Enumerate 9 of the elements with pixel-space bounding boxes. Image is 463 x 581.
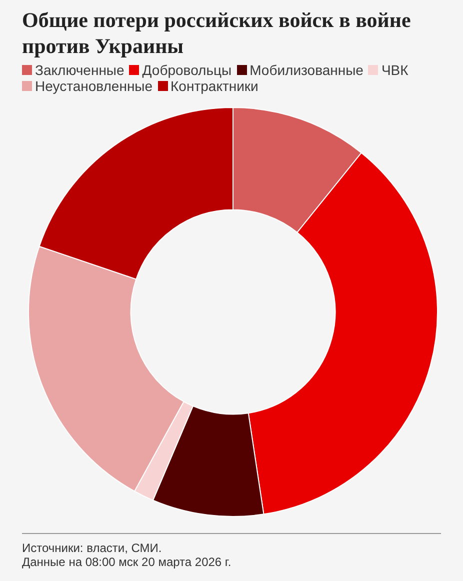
legend-label: Мобилизованные: [250, 62, 364, 78]
chart-title: Общие потери российских войск в войне против Украины: [22, 7, 412, 59]
legend-label: ЧВК: [381, 62, 408, 78]
text: Данные на 08:00 мск 20 марта 2026 г.: [22, 555, 232, 569]
legend-label: Неустановленные: [35, 78, 153, 94]
legend-label: Добровольцы: [142, 62, 232, 78]
legend-label: Контрактники: [170, 78, 258, 94]
legend-label: Заключенные: [35, 62, 124, 78]
text: Источники: власти, СМИ.: [22, 541, 163, 555]
